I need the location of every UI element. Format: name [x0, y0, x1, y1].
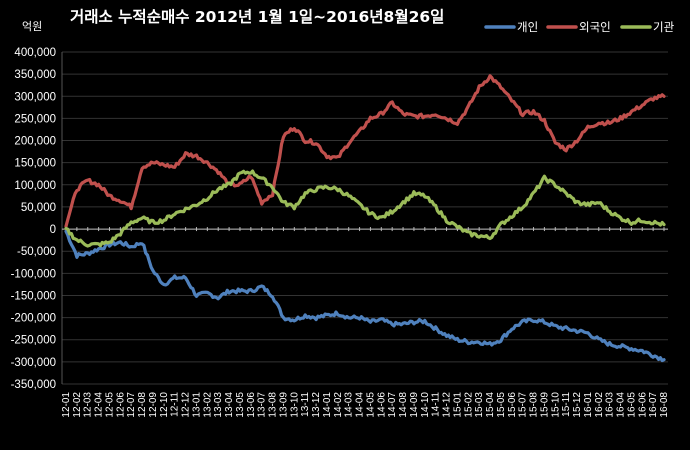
y-tick-label: 200,000 — [14, 136, 56, 148]
x-tick-label: 12-07 — [126, 392, 137, 418]
x-tick-label: 16-07 — [648, 392, 659, 418]
x-tick-label: 15-11 — [561, 392, 572, 417]
x-tick-label: 14-08 — [398, 392, 409, 418]
y-tick-label: -50,000 — [17, 246, 56, 258]
legend-label: 외국인 — [579, 20, 611, 34]
x-tick-label: 15-06 — [507, 392, 518, 418]
x-tick-label: 15-01 — [452, 392, 463, 418]
x-tick-label: 13-08 — [268, 392, 279, 418]
legend: 개인 외국인 기관 — [484, 20, 675, 34]
x-tick-label: 13-07 — [257, 392, 268, 418]
y-tick-label: -200,000 — [11, 313, 56, 325]
x-tick-label: 13-05 — [235, 392, 246, 418]
x-tick-label: 15-08 — [529, 392, 540, 418]
x-tick-label: 14-04 — [355, 392, 366, 418]
x-tick-label: 13-11 — [300, 392, 311, 417]
x-tick-label: 15-09 — [539, 392, 550, 418]
x-tick-label: 13-02 — [202, 392, 213, 418]
y-tick-label: -100,000 — [11, 268, 56, 280]
chart-title: 거래소 누적순매수 2012년 1월 1일~2016년8월26일 — [70, 7, 444, 26]
x-tick-label: 15-02 — [463, 392, 474, 418]
x-tick-label: 15-10 — [550, 392, 561, 418]
y-tick-label: -300,000 — [11, 357, 56, 369]
x-tick-label: 14-01 — [322, 392, 333, 418]
y-tick-label: 100,000 — [14, 180, 56, 192]
y-tick-label: -150,000 — [11, 290, 56, 302]
x-tick-label: 16-03 — [605, 392, 616, 418]
x-tick-label: 13-03 — [213, 392, 224, 418]
series-line-외국인 — [64, 74, 666, 228]
x-tick-label: 15-03 — [474, 392, 485, 418]
series-line-개인 — [64, 229, 666, 363]
x-tick-label: 14-02 — [333, 392, 344, 418]
x-tick-label: 13-09 — [278, 392, 289, 418]
x-tick-label: 12-02 — [72, 392, 83, 418]
legend-label: 기관 — [653, 20, 675, 34]
x-tick-label: 12-09 — [148, 392, 159, 418]
x-tick-label: 12-11 — [170, 392, 181, 417]
x-tick-label: 14-03 — [344, 392, 355, 418]
zero-axis — [62, 227, 668, 232]
x-tick-label: 13-01 — [191, 392, 202, 418]
series-lines — [64, 74, 666, 363]
x-tick-label: 12-10 — [159, 392, 170, 418]
y-axis-ticks: 400,000 350,000 300,000 250,000 200,000 150,0… — [11, 47, 56, 391]
x-tick-label: 14-11 — [431, 392, 442, 417]
x-tick-label: 12-12 — [181, 392, 192, 418]
x-tick-label: 12-08 — [137, 392, 148, 418]
x-tick-label: 12-05 — [104, 392, 115, 418]
y-tick-label: 0 — [50, 224, 56, 236]
y-tick-label: 250,000 — [14, 113, 56, 125]
x-tick-label: 16-08 — [659, 392, 670, 418]
y-tick-label: -350,000 — [11, 379, 56, 391]
x-tick-label: 13-06 — [246, 392, 257, 418]
y-tick-label: 50,000 — [21, 202, 56, 214]
x-tick-label: 14-09 — [409, 392, 420, 418]
unit-label: 억원 — [22, 20, 42, 33]
x-tick-label: 14-06 — [376, 392, 387, 418]
x-tick-label: 12-03 — [83, 392, 94, 418]
x-tick-label: 16-02 — [594, 392, 605, 418]
x-tick-label: 12-06 — [115, 392, 126, 418]
x-tick-label: 16-06 — [637, 392, 648, 418]
x-tick-label: 15-12 — [572, 392, 583, 418]
x-tick-label: 14-12 — [442, 392, 453, 418]
y-tick-label: 400,000 — [14, 47, 56, 59]
series-line-기관 — [64, 169, 666, 248]
x-axis-ticks: 12-01 12-02 12-03 12-04 12-05 12-06 12-07 12-08… — [61, 392, 670, 418]
x-tick-label: 15-04 — [485, 392, 496, 418]
x-tick-label: 13-10 — [289, 392, 300, 418]
x-tick-label: 15-07 — [518, 392, 529, 418]
y-tick-label: 300,000 — [14, 91, 56, 103]
x-tick-label: 12-01 — [61, 392, 72, 418]
y-tick-label: 150,000 — [14, 158, 56, 170]
y-tick-label: 350,000 — [14, 69, 56, 81]
x-tick-label: 14-10 — [420, 392, 431, 418]
x-tick-label: 14-05 — [365, 392, 376, 418]
x-tick-label: 15-05 — [496, 392, 507, 418]
x-tick-label: 16-01 — [583, 392, 594, 418]
x-tick-label: 13-12 — [311, 392, 322, 418]
x-tick-label: 16-05 — [626, 392, 637, 418]
x-tick-label: 13-04 — [224, 392, 235, 418]
x-tick-label: 16-04 — [616, 392, 627, 418]
x-tick-label: 12-04 — [94, 392, 105, 418]
x-tick-label: 14-07 — [387, 392, 398, 418]
y-tick-label: -250,000 — [11, 335, 56, 347]
legend-label: 개인 — [517, 20, 538, 34]
